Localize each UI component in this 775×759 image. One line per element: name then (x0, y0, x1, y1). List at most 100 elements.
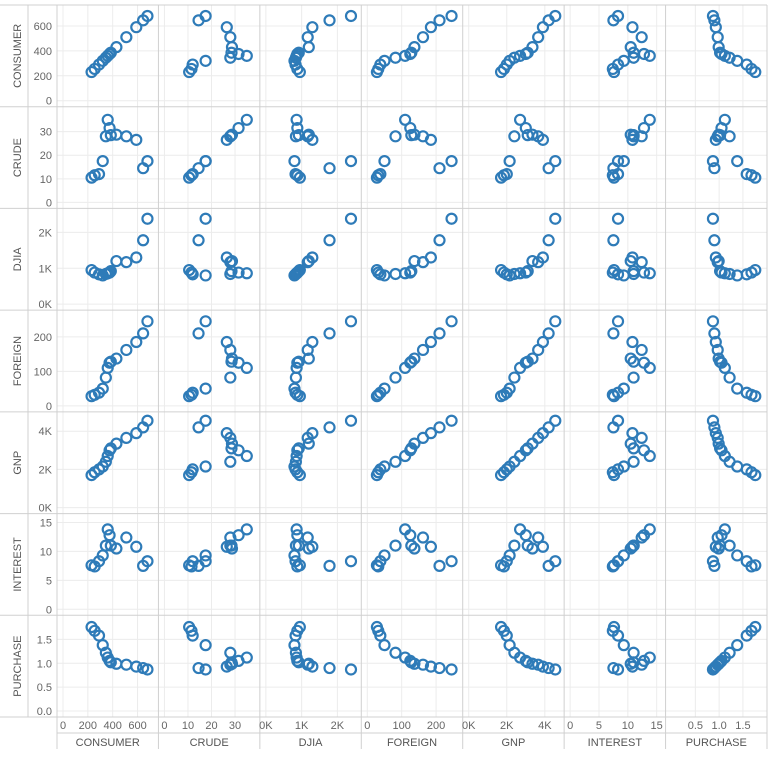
row-tick-label: 200 (34, 332, 52, 344)
scatter-point (120, 256, 133, 269)
scatter-point (92, 167, 106, 181)
cell-consumer-vs-purchase (706, 9, 762, 79)
scatter-point (374, 629, 387, 642)
scatter-point (706, 663, 720, 676)
scatter-point (424, 660, 438, 673)
scatter-point (225, 542, 239, 555)
scatter-point (424, 251, 438, 264)
scatter-point (611, 212, 625, 225)
scatter-point (526, 41, 539, 54)
scatter-point (289, 455, 303, 468)
scatter-point (513, 113, 527, 126)
scatter-point (626, 540, 639, 553)
scatter-point (731, 382, 744, 395)
scatter-point (291, 444, 304, 457)
row-tick-label: 1K (39, 263, 53, 275)
scatter-point (706, 212, 720, 225)
scatter-point (500, 555, 513, 568)
scatter-point (370, 390, 384, 403)
scatter-point (389, 455, 402, 468)
scatter-point (519, 529, 532, 542)
cell-djia-vs-interest (606, 212, 656, 282)
scatter-point (192, 661, 205, 675)
scatter-point (709, 251, 722, 264)
row-tick-label: 15 (40, 517, 52, 529)
scatter-point (626, 21, 639, 34)
scatter-point (291, 266, 304, 279)
scatter-point (635, 343, 648, 357)
scatter-point (542, 162, 555, 175)
col-tick-label: 5 (596, 720, 602, 732)
scatter-point (101, 113, 114, 126)
scatter-point (96, 382, 109, 395)
scatter-point (745, 169, 758, 182)
scatter-point (101, 49, 114, 62)
scatter-point (536, 251, 550, 264)
scatter-point (344, 663, 358, 676)
cell-foreign-vs-gnp (494, 315, 562, 403)
scatter-point (549, 9, 562, 23)
scatter-point (408, 128, 421, 141)
scatter-point (709, 133, 722, 146)
scatter-point (378, 549, 391, 562)
cell-djia-vs-purchase (706, 212, 762, 282)
scatter-point (199, 460, 212, 473)
scatter-point (627, 51, 640, 64)
scatter-point (389, 51, 402, 64)
row-tick-labels: 0 200 400 600 0 10 20 30 0K 1K 2K 0 100 200 0K 2K 4K 0 5 10… (34, 21, 53, 718)
scatter-point (192, 421, 205, 434)
cell-gnp-vs-purchase (706, 414, 762, 482)
scatter-point (611, 9, 625, 23)
scatter-point (607, 327, 620, 340)
scatter-point (99, 455, 112, 468)
scatter-point (199, 555, 212, 568)
scatter-point (344, 555, 358, 568)
scatter-point (240, 49, 253, 62)
scatter-point (416, 531, 430, 544)
row-tick-label: 0 (46, 96, 52, 108)
scatter-point (130, 335, 143, 349)
scatter-point (224, 371, 237, 384)
row-tick-label: 0.0 (37, 706, 52, 718)
col-tick-label: 2K (331, 720, 345, 732)
scatter-point (199, 382, 212, 395)
scatter-point (706, 414, 720, 427)
cell-foreign-vs-foreign (370, 315, 458, 403)
cell-foreign-vs-djia (288, 315, 358, 403)
cell-gnp-vs-gnp (494, 414, 562, 482)
row-label-gnp: GNP (12, 451, 24, 475)
scatter-point (103, 47, 116, 61)
scatter-point (290, 361, 303, 375)
scatter-point (301, 31, 314, 44)
scatter-point (519, 444, 532, 457)
scatter-point (731, 639, 744, 652)
col-tick-label: 30 (229, 720, 241, 732)
scatter-point (240, 523, 253, 536)
cell-crude-vs-consumer (85, 113, 154, 184)
scatter-point (374, 167, 387, 181)
gridlines (57, 5, 767, 717)
scatter-point (302, 437, 315, 450)
scatter-point (101, 523, 114, 536)
scatter-point (433, 661, 446, 675)
scatter-point (99, 371, 112, 384)
scatter-point (389, 371, 402, 384)
scatter-point (141, 315, 154, 328)
cell-consumer-vs-djia (288, 9, 358, 79)
row-variable-labels: CONSUMER CRUDE DJIA FOREIGN GNP INTEREST PURCH… (12, 24, 24, 697)
scatter-point (378, 639, 391, 652)
scatter-point (519, 654, 532, 667)
scatter-point (306, 251, 319, 264)
scatter-point (120, 658, 133, 671)
col-label-crude: CRUDE (190, 737, 229, 749)
scatter-point (301, 531, 314, 544)
scatter-point (104, 265, 117, 278)
col-tick-label: 4K (538, 720, 552, 732)
cell-purchase-vs-crude (183, 620, 253, 676)
col-label-interest: INTEREST (588, 737, 643, 749)
scatter-point (526, 254, 539, 268)
scatter-point (416, 343, 430, 357)
scatter-point (521, 265, 534, 278)
scatter-point (289, 371, 303, 384)
scatter-point (740, 386, 753, 399)
